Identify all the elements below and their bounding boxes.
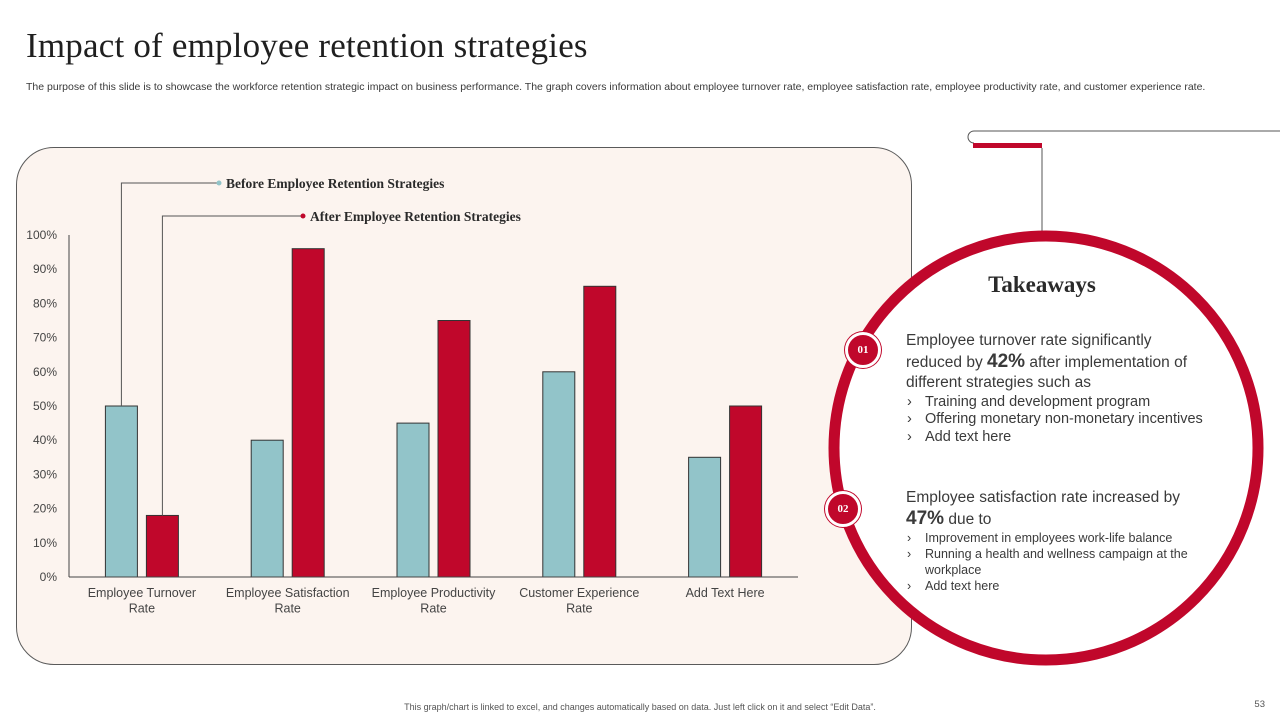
x-tick-label: Rate [274, 602, 300, 616]
footer-note: This graph/chart is linked to excel, and… [404, 702, 876, 712]
bar-after [583, 285, 617, 578]
bar-before [688, 456, 722, 578]
x-tick-label: Employee Turnover [88, 586, 196, 600]
bar-after [437, 320, 471, 578]
bar-before [396, 422, 430, 578]
list-item: Offering monetary non-monetary incentive… [906, 411, 1211, 429]
y-tick-label: 50% [33, 399, 57, 413]
y-tick-label: 70% [33, 331, 57, 345]
slide-title: Impact of employee retention strategies [26, 26, 588, 65]
takeaway-item-2: Employee satisfaction rate increased by … [906, 488, 1211, 594]
takeaway-bullets-2: Improvement in employees work-life balan… [906, 530, 1211, 594]
y-tick-label: 40% [33, 433, 57, 447]
list-item: Improvement in employees work-life balan… [906, 530, 1211, 546]
legend-callout-line [120, 182, 219, 406]
list-item: Training and development program [906, 394, 1211, 412]
y-tick-label: 30% [33, 467, 57, 481]
takeaway-highlight-1: 42% [987, 350, 1026, 372]
bar-before [542, 371, 576, 578]
list-item: Add text here [906, 578, 1211, 594]
list-item: Add text here [906, 429, 1211, 447]
x-tick-label: Rate [420, 602, 446, 616]
bar-after [145, 514, 179, 578]
bar-chart[interactable]: 0% 10% 20% 30% 40% 50% 60% 70% 80% 90% 100% Employe… [17, 148, 913, 666]
x-tick-label: Rate [566, 602, 592, 616]
takeaways-title: Takeaways [988, 272, 1096, 297]
slide-subtitle: The purpose of this slide is to showcase… [26, 81, 1206, 93]
takeaway-item-1: Employee turnover rate significantly red… [906, 331, 1211, 446]
takeaways-pointer-dot [1038, 263, 1046, 271]
y-tick-label: 20% [33, 502, 57, 516]
legend-label: Before Employee Retention Strategies [226, 176, 444, 191]
takeaways-accent-bar [973, 143, 1042, 148]
y-tick-label: 100% [26, 228, 57, 242]
legend-label: After Employee Retention Strategies [310, 209, 521, 224]
chart-panel[interactable]: 0% 10% 20% 30% 40% 50% 60% 70% 80% 90% 100% Employe… [16, 147, 912, 665]
y-tick-label: 80% [33, 296, 57, 310]
y-tick-label: 10% [33, 536, 57, 550]
takeaway-text-2: Employee satisfaction rate increased by … [906, 489, 1180, 529]
takeaway-bullets-1: Training and development program Offerin… [906, 394, 1211, 447]
bar-after [729, 405, 763, 578]
legend-marker [300, 213, 306, 219]
takeaway-badge-2: 02 [825, 491, 861, 527]
page-number: 53 [1254, 699, 1265, 710]
bar-before [250, 439, 284, 578]
x-tick-label: Customer Experience [519, 586, 639, 600]
takeaway-badge-1: 01 [845, 332, 881, 368]
list-item: Running a health and wellness campaign a… [906, 546, 1211, 578]
x-tick-label: Add Text Here [686, 586, 765, 600]
takeaways-connector-line [967, 130, 1280, 144]
x-tick-label: Rate [129, 602, 155, 616]
x-tick-label: Employee Satisfaction [226, 586, 350, 600]
takeaway-text-1: Employee turnover rate significantly red… [906, 332, 1188, 391]
bar-before [104, 405, 138, 578]
takeaway-highlight-2: 47% [906, 507, 945, 529]
x-tick-label: Employee Productivity [372, 586, 496, 600]
legend-callout-line [161, 215, 303, 516]
bar-after [291, 248, 325, 578]
y-tick-label: 60% [33, 365, 57, 379]
legend-marker [216, 180, 222, 186]
y-tick-label: 90% [33, 262, 57, 276]
y-tick-label: 0% [40, 570, 58, 584]
